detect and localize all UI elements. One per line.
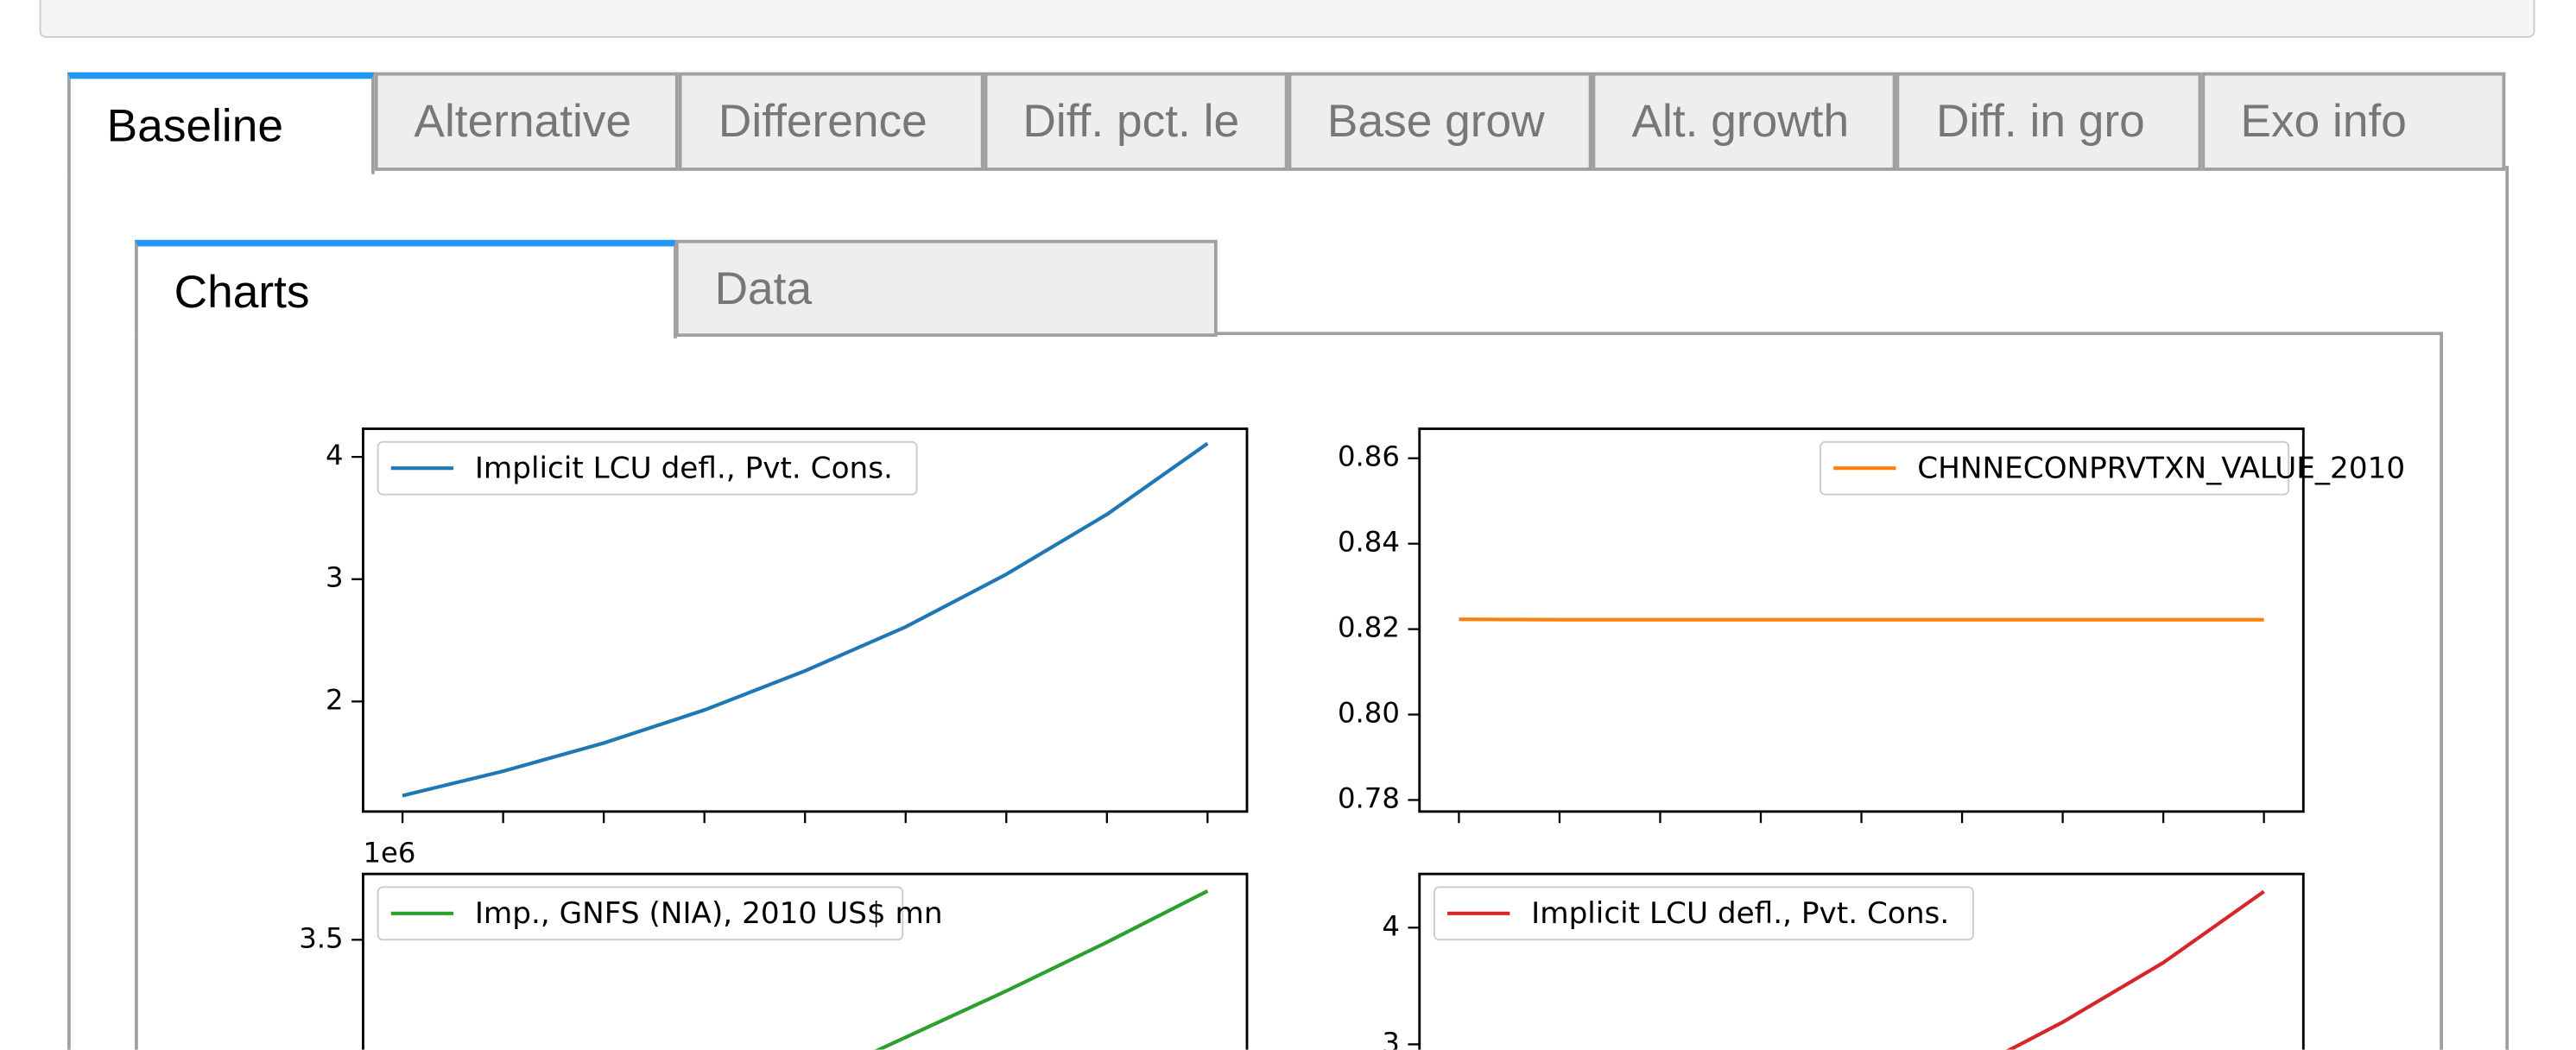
series-line [402, 441, 1209, 798]
tab[interactable]: Baseline [67, 72, 375, 174]
legend: Implicit LCU defl., Pvt. Cons. [377, 440, 918, 496]
top-bar [39, 0, 2535, 38]
legend-box [377, 886, 904, 941]
legend: Implicit LCU defl., Pvt. Cons. [1433, 886, 1974, 941]
legend-label: CHNNECONPRVTXN_VALUE_2010 [1917, 452, 2405, 486]
y-tick-label: 0.82 [1338, 611, 1400, 644]
y-tick-label: 3.5 [299, 921, 343, 954]
tab[interactable]: Diff. in gro [1896, 72, 2201, 171]
tab[interactable]: Alt. growth [1592, 72, 1897, 171]
series-line [2005, 889, 2265, 1050]
legend: CHNNECONPRVTXN_VALUE_2010 [1820, 440, 2405, 496]
tab[interactable]: Base grow [1288, 72, 1592, 171]
legend-label: Implicit LCU defl., Pvt. Cons. [1531, 896, 1949, 931]
y-tick-label: 4 [1382, 909, 1400, 942]
tab[interactable]: Exo info [2200, 72, 2506, 171]
sub-tab[interactable]: Charts [135, 239, 677, 338]
y-tick-label: 0.80 [1338, 697, 1400, 730]
y-tick-label: 4 [326, 439, 344, 471]
legend-box [377, 440, 918, 496]
y-tick-label: 0.84 [1338, 526, 1400, 559]
series-line [874, 889, 1209, 1050]
legend-box [1433, 886, 1974, 941]
legend-label: Imp., GNFS (NIA), 2010 US$ mn [475, 896, 943, 931]
y-tick-label: 3 [326, 561, 344, 594]
y-tick-label: 0.86 [1338, 440, 1400, 473]
tab[interactable]: Diff. pct. le [983, 72, 1288, 171]
legend: Imp., GNFS (NIA), 2010 US$ mn [377, 886, 943, 941]
legend-box [1820, 440, 2290, 496]
y-tick-label: 2 [326, 683, 344, 716]
y-offset-label: 1e6 [363, 836, 415, 869]
legend-label: Implicit LCU defl., Pvt. Cons. [475, 452, 893, 486]
tab[interactable]: Alternative [374, 72, 680, 171]
sub-tab[interactable]: Data [674, 239, 1218, 338]
tab[interactable]: Difference [679, 72, 984, 171]
y-tick-label: 0.78 [1338, 781, 1400, 814]
y-tick-label: 3 [1382, 1026, 1400, 1049]
